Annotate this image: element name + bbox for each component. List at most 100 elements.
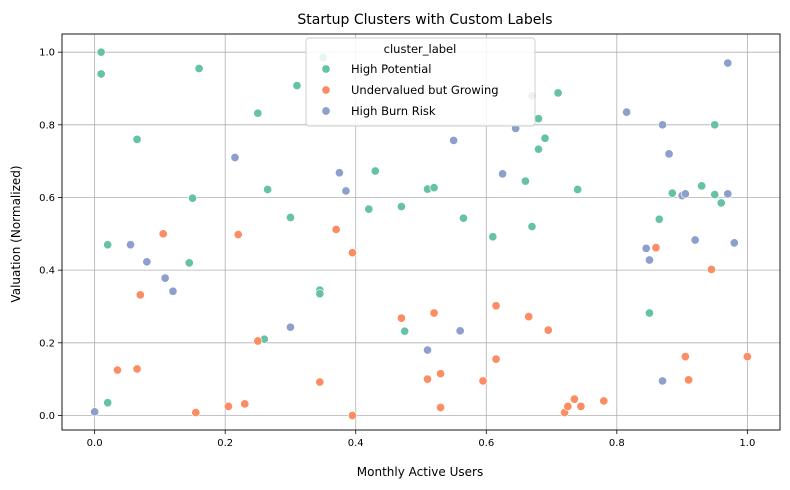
point-undervalued-but-growing <box>422 374 433 384</box>
point-high-potential <box>364 204 374 214</box>
point-high-burn-risk <box>334 168 344 178</box>
point-undervalued-but-growing <box>347 410 358 421</box>
legend-entry-label: Undervalued but Growing <box>351 83 499 97</box>
point-high-potential <box>96 69 106 79</box>
point-high-potential <box>292 81 302 91</box>
point-high-burn-risk <box>690 235 700 245</box>
point-high-burn-risk <box>657 120 668 130</box>
point-high-burn-risk <box>622 107 632 117</box>
point-high-potential <box>716 198 726 208</box>
point-high-burn-risk <box>729 238 739 248</box>
point-undervalued-but-growing <box>524 312 534 322</box>
point-undervalued-but-growing <box>680 352 690 362</box>
point-undervalued-but-growing <box>253 336 263 346</box>
point-high-burn-risk <box>455 326 465 336</box>
point-undervalued-but-growing <box>742 352 752 362</box>
point-high-potential <box>187 193 198 203</box>
point-undervalued-but-growing <box>543 325 553 335</box>
chart-title: Startup Clusters with Custom Labels <box>297 12 552 28</box>
point-high-potential <box>370 166 380 176</box>
point-high-potential <box>533 144 544 154</box>
point-high-potential <box>285 212 296 223</box>
point-high-burn-risk <box>285 322 296 332</box>
point-high-burn-risk <box>142 257 152 267</box>
point-high-burn-risk <box>680 189 690 199</box>
point-high-potential <box>527 222 537 232</box>
point-high-potential <box>644 308 655 318</box>
legend-marker <box>321 64 331 74</box>
x-tick-label: 1.0 <box>739 438 755 449</box>
point-undervalued-but-growing <box>436 402 446 413</box>
point-undervalued-but-growing <box>491 301 501 311</box>
point-high-potential <box>400 326 410 336</box>
legend-marker <box>321 85 331 95</box>
point-high-potential <box>429 183 439 193</box>
legend-box <box>305 37 536 127</box>
point-high-burn-risk <box>641 243 651 253</box>
point-undervalued-but-growing <box>112 365 123 375</box>
point-high-burn-risk <box>723 58 733 68</box>
point-high-potential <box>533 114 544 124</box>
x-tick-label: 0.2 <box>217 438 233 449</box>
point-undervalued-but-growing <box>132 364 142 374</box>
y-tick-label: 0.6 <box>39 193 55 204</box>
point-high-potential <box>573 184 583 195</box>
x-tick-label: 0.8 <box>609 438 625 449</box>
point-high-burn-risk <box>498 169 508 179</box>
point-high-burn-risk <box>644 255 655 265</box>
point-high-potential <box>132 134 142 144</box>
point-high-burn-risk <box>723 189 733 199</box>
data-points <box>90 47 752 421</box>
point-high-potential <box>667 188 677 198</box>
plot-frame <box>61 33 781 431</box>
x-tick-label: 0.6 <box>478 438 494 449</box>
point-high-potential <box>540 133 550 143</box>
point-high-burn-risk <box>168 286 178 296</box>
point-high-potential <box>96 47 106 57</box>
point-high-potential <box>194 63 204 74</box>
point-high-potential <box>396 202 406 212</box>
legend-entry-label: High Burn Risk <box>351 104 436 118</box>
point-high-burn-risk <box>657 376 668 386</box>
point-high-potential <box>488 232 498 242</box>
point-high-burn-risk <box>664 149 674 159</box>
point-undervalued-but-growing <box>240 399 250 409</box>
point-undervalued-but-growing <box>491 354 501 364</box>
point-high-burn-risk <box>422 345 433 355</box>
point-undervalued-but-growing <box>135 290 145 300</box>
point-undervalued-but-growing <box>233 229 243 240</box>
point-high-potential <box>103 240 113 250</box>
point-undervalued-but-growing <box>569 394 579 404</box>
point-undervalued-but-growing <box>684 375 694 385</box>
point-undervalued-but-growing <box>599 396 609 406</box>
point-undervalued-but-growing <box>429 308 439 318</box>
point-undervalued-but-growing <box>331 224 341 235</box>
point-undervalued-but-growing <box>651 243 661 253</box>
point-high-potential <box>520 176 530 186</box>
point-undervalued-but-growing <box>478 376 488 386</box>
point-high-potential <box>553 88 563 98</box>
point-high-burn-risk <box>449 135 459 145</box>
point-high-potential <box>654 214 664 224</box>
point-high-potential <box>253 108 263 118</box>
point-undervalued-but-growing <box>158 229 168 239</box>
point-high-burn-risk <box>125 240 136 250</box>
point-high-potential <box>184 258 194 268</box>
point-high-potential <box>263 184 273 195</box>
point-high-potential <box>710 120 720 130</box>
point-high-burn-risk <box>230 152 240 163</box>
point-undervalued-but-growing <box>223 401 233 411</box>
legend-marker <box>321 106 331 116</box>
y-tick-label: 1.0 <box>39 48 55 59</box>
point-undervalued-but-growing <box>563 401 573 411</box>
point-high-potential <box>697 181 707 191</box>
point-undervalued-but-growing <box>706 264 717 274</box>
x-tick-label: 0.4 <box>348 438 364 449</box>
legend: cluster_label High Potential Undervalued … <box>305 37 536 127</box>
y-tick-label: 0.4 <box>39 266 55 277</box>
point-high-burn-risk <box>90 407 100 417</box>
point-high-burn-risk <box>341 186 351 196</box>
point-undervalued-but-growing <box>576 401 586 411</box>
point-undervalued-but-growing <box>315 377 325 387</box>
